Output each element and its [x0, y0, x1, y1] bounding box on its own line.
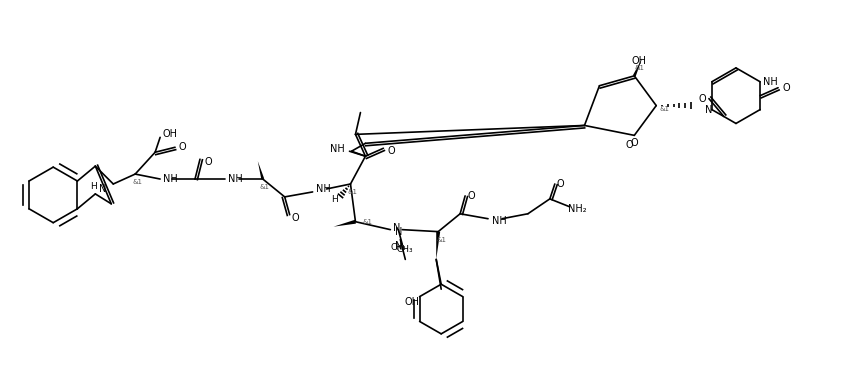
- Text: NH: NH: [763, 77, 778, 87]
- Text: N: N: [395, 240, 402, 250]
- Text: CH₃: CH₃: [390, 243, 406, 252]
- Text: &1: &1: [260, 184, 270, 190]
- Text: O: O: [698, 94, 706, 104]
- Text: &1: &1: [634, 65, 645, 71]
- Polygon shape: [633, 58, 642, 76]
- Text: O: O: [468, 191, 475, 201]
- Text: OH: OH: [632, 56, 647, 66]
- Polygon shape: [436, 231, 440, 259]
- Text: O: O: [630, 138, 638, 148]
- Text: &1: &1: [436, 236, 446, 243]
- Text: &1: &1: [132, 179, 142, 185]
- Text: CH₃: CH₃: [397, 245, 413, 254]
- Text: O: O: [292, 213, 300, 223]
- Text: &1: &1: [659, 105, 669, 112]
- Polygon shape: [334, 220, 356, 227]
- Text: O: O: [178, 142, 185, 152]
- Text: N: N: [705, 105, 712, 115]
- Text: O: O: [204, 157, 212, 167]
- Text: O: O: [626, 140, 634, 150]
- Polygon shape: [257, 161, 264, 179]
- Text: NH₂: NH₂: [568, 204, 587, 214]
- Text: H: H: [90, 183, 97, 191]
- Text: N: N: [395, 227, 402, 237]
- Text: OH: OH: [404, 296, 419, 307]
- Text: NH: NH: [316, 184, 330, 194]
- Text: NH: NH: [492, 216, 507, 226]
- Text: H: H: [331, 195, 338, 204]
- Text: NH: NH: [228, 174, 242, 184]
- Text: &1: &1: [363, 219, 373, 225]
- Text: N: N: [99, 184, 107, 194]
- Text: NH: NH: [163, 174, 178, 184]
- Text: O: O: [783, 83, 790, 93]
- Text: NH: NH: [330, 144, 345, 154]
- Text: O: O: [388, 146, 396, 156]
- Text: OH: OH: [163, 129, 178, 139]
- Text: O: O: [557, 179, 565, 189]
- Text: &1: &1: [347, 189, 357, 195]
- Text: N: N: [393, 223, 401, 233]
